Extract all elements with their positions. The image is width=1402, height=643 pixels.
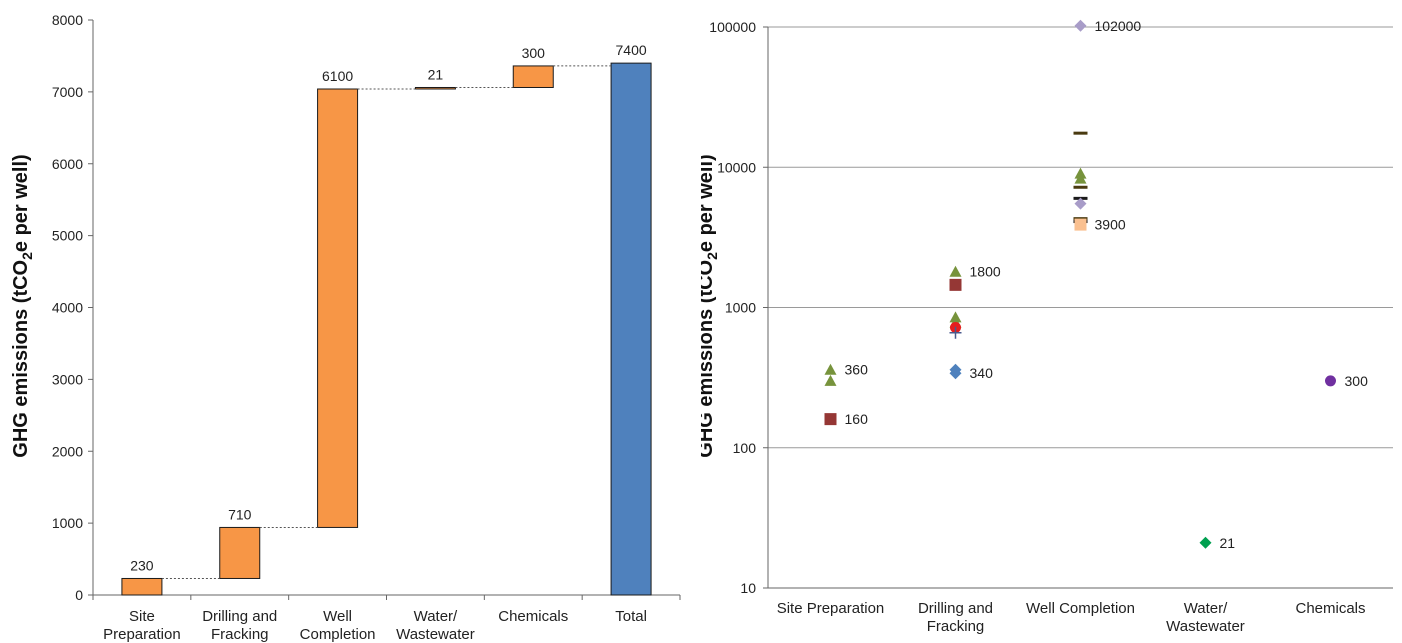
data-annotation: 360	[845, 362, 869, 378]
waterfall-bar	[512, 65, 554, 88]
data-annotation: 1800	[970, 264, 1001, 280]
waterfall-value-label: 21	[428, 66, 444, 82]
left-category-label: Wastewater	[396, 626, 475, 643]
left-y-axis-label-pre: GHG emissions (tCO	[10, 260, 32, 458]
waterfall-value-label: 6100	[322, 68, 353, 84]
left-category-label: Preparation	[103, 626, 181, 643]
data-point-triangle	[824, 363, 837, 375]
waterfall-chart: GHG emissions (tCO2e per well) 0 1000 2000…	[10, 12, 681, 643]
waterfall-bar	[610, 62, 652, 596]
data-annotation: 160	[845, 411, 869, 427]
right-y-tick-label: 100000	[709, 19, 756, 35]
right-category-label: Wastewater	[1166, 618, 1245, 635]
data-point-square	[949, 278, 962, 291]
right-y-tick-label: 100	[733, 440, 757, 456]
data-annotation: 102000	[1095, 18, 1142, 34]
left-y-axis-label-post: e per well)	[10, 154, 32, 252]
left-y-axis-label: GHG emissions (tCO2e per well)	[10, 154, 35, 457]
data-annotation: 300	[1345, 373, 1369, 389]
waterfall-bar	[121, 577, 163, 596]
data-point-plus	[949, 326, 962, 339]
waterfall-bar	[219, 526, 261, 579]
left-y-tick-label: 6000	[52, 156, 83, 172]
data-point-triangle	[1074, 172, 1087, 184]
data-annotation: 21	[1220, 535, 1236, 551]
left-category-label: Total	[615, 608, 647, 625]
data-annotation: 340	[970, 365, 994, 381]
right-y-tick-label: 1000	[725, 300, 756, 316]
data-point-square	[824, 413, 837, 426]
data-point-diamond	[1074, 19, 1087, 32]
data-point-triangle	[824, 374, 837, 386]
right-category-label: Water/	[1184, 600, 1228, 617]
data-point-dash	[1073, 185, 1088, 189]
right-category-label: Site Preparation	[777, 600, 885, 617]
left-category-label: Fracking	[211, 626, 269, 643]
right-category-label: Drilling and	[918, 600, 993, 617]
right-category-label: Fracking	[927, 618, 985, 635]
waterfall-value-label: 300	[522, 45, 546, 61]
left-y-tick-label: 3000	[52, 371, 83, 387]
data-point-diamond	[1074, 197, 1087, 210]
left-y-tick-label: 8000	[52, 12, 83, 28]
data-point-diamond	[949, 367, 962, 380]
right-y-axis-label-post: e per well)	[701, 154, 717, 252]
right-y-tick-label: 10000	[717, 159, 756, 175]
scatter-chart: GHG emissions (tCO2e per well) 10 100 1000…	[701, 18, 1393, 635]
left-category-label: Chemicals	[498, 608, 568, 625]
left-y-tick-label: 4000	[52, 300, 83, 316]
waterfall-bar	[414, 86, 456, 90]
waterfall-value-label: 710	[228, 506, 252, 522]
right-category-label: Well Completion	[1026, 600, 1135, 617]
left-y-tick-label: 7000	[52, 84, 83, 100]
waterfall-bar	[317, 88, 359, 528]
left-y-tick-label: 0	[75, 587, 83, 603]
right-y-axis-label-sub: 2	[704, 252, 720, 260]
data-point-square	[1074, 218, 1087, 231]
right-y-tick-label: 10	[740, 580, 756, 596]
data-annotation: 3900	[1095, 217, 1126, 233]
left-y-axis-label-sub: 2	[19, 252, 35, 260]
data-point-dash	[1073, 131, 1088, 135]
left-y-tick-label: 2000	[52, 443, 83, 459]
right-category-label: Chemicals	[1295, 600, 1365, 617]
left-category-label: Site	[129, 608, 155, 625]
left-y-tick-label: 1000	[52, 515, 83, 531]
left-category-label: Drilling and	[202, 608, 277, 625]
waterfall-value-label: 7400	[616, 42, 647, 58]
right-y-axis-label: GHG emissions (tCO2e per well)	[701, 154, 720, 457]
right-y-axis-label-pre: GHG emissions (tCO	[701, 260, 717, 458]
left-category-label: Completion	[300, 626, 376, 643]
left-category-label: Water/	[414, 608, 458, 625]
waterfall-value-label: 230	[130, 557, 154, 573]
data-point-circle	[1325, 375, 1336, 387]
left-category-label: Well	[323, 608, 352, 625]
left-y-tick-label: 5000	[52, 228, 83, 244]
data-point-triangle	[949, 265, 962, 277]
data-point-diamond	[1199, 536, 1212, 549]
